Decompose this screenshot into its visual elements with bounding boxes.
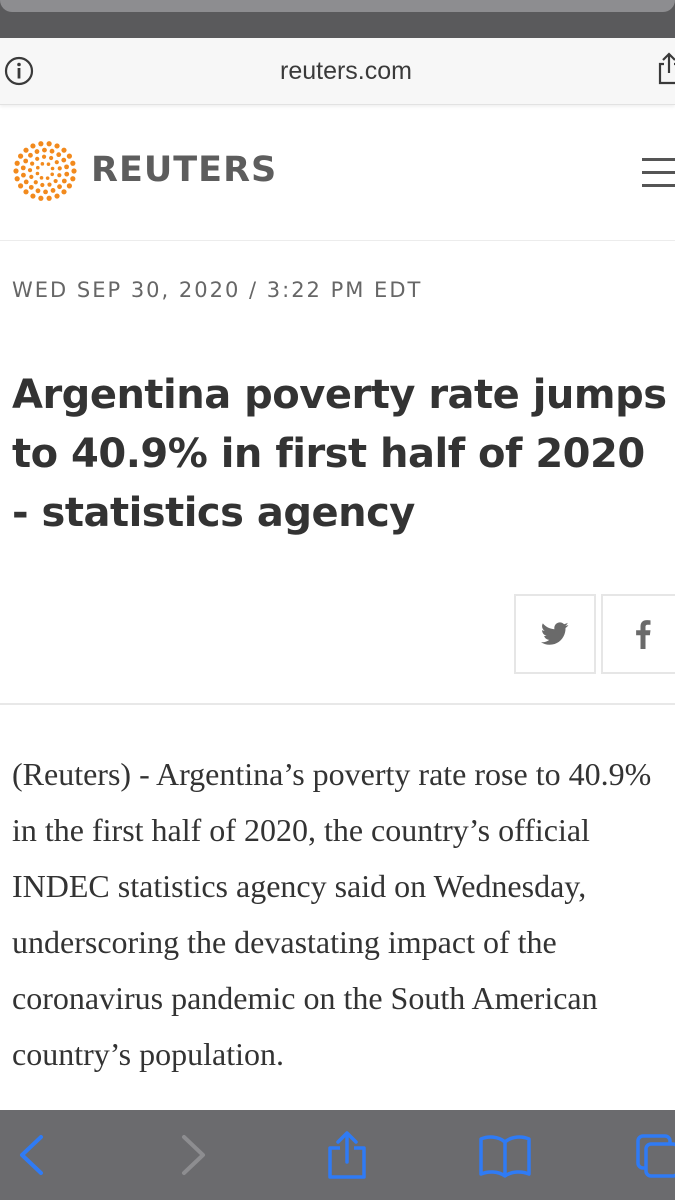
browser-top-strip: [0, 0, 675, 38]
article-body: (Reuters) - Argentina’s poverty rate ros…: [12, 756, 652, 1072]
info-icon[interactable]: [4, 56, 34, 86]
article-headline: Argentina poverty rate jumps to 40.9% in…: [12, 372, 667, 536]
reuters-logo-icon[interactable]: [10, 140, 80, 202]
twitter-icon: [541, 622, 569, 645]
book-icon: [479, 1135, 531, 1178]
share-button[interactable]: [322, 1130, 372, 1180]
forward-button[interactable]: [168, 1130, 218, 1180]
browser-toolbar: [0, 1110, 675, 1200]
reuters-logo-text[interactable]: REUTERS: [91, 150, 278, 190]
share-icon: [328, 1131, 366, 1179]
site-header: REUTERS: [0, 104, 675, 241]
back-button[interactable]: [8, 1130, 58, 1180]
browser-address-bar[interactable]: reuters.com: [0, 38, 675, 105]
tabs-button[interactable]: [632, 1130, 675, 1180]
chevron-left-icon: [20, 1135, 43, 1175]
bookmarks-button[interactable]: [478, 1130, 531, 1180]
twitter-share-button[interactable]: [514, 594, 596, 674]
previous-page-edge: [0, 0, 675, 12]
url-text[interactable]: reuters.com: [280, 57, 412, 85]
tabs-icon: [636, 1134, 675, 1178]
share-icon[interactable]: [656, 52, 675, 86]
facebook-icon: [636, 620, 651, 649]
facebook-share-button[interactable]: [601, 594, 675, 674]
article-dateline: WED SEP 30, 2020 / 3:22 PM EDT: [12, 278, 423, 302]
hamburger-menu-icon[interactable]: [640, 154, 675, 190]
content-divider: [0, 703, 675, 705]
chevron-right-icon: [182, 1135, 205, 1175]
